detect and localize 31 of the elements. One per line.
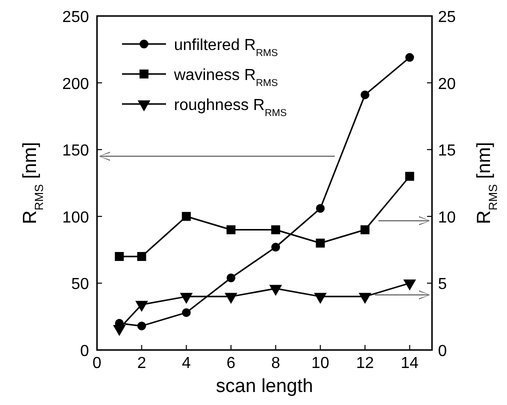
legend-label: unfiltered R$_{RMS}$ (174, 37, 278, 58)
y-tick-label: 0 (80, 343, 90, 360)
point (316, 204, 325, 213)
y2-tick-label: 5 (438, 276, 447, 294)
y-tick-label: 50 (71, 276, 90, 294)
y2-tick-label: 25 (438, 9, 456, 26)
x-tick-label: 14 (400, 355, 419, 372)
y2-tick-label: 20 (438, 76, 456, 93)
x-tick-label: 0 (92, 355, 102, 372)
point (271, 242, 280, 252)
x-tick-label: 8 (271, 355, 280, 372)
y-tick-label: 100 (62, 209, 90, 226)
x-axis-title: scan length (216, 376, 314, 397)
point (360, 90, 370, 100)
point (137, 322, 146, 330)
point (226, 273, 236, 282)
x-tick-label: 12 (356, 355, 374, 372)
y2-tick-label: 15 (438, 142, 456, 160)
y-tick-label: 200 (62, 76, 90, 93)
x-tick-label: 2 (137, 355, 146, 372)
point (182, 308, 191, 317)
x-tick-label: 10 (311, 355, 330, 372)
x-tick-label: 4 (182, 355, 191, 372)
point (405, 53, 414, 62)
legend-label: waviness R$_{RMS}$ (173, 67, 278, 88)
y-tick-label: 250 (62, 9, 90, 26)
legend-label: roughness R$_{RMS}$ (174, 97, 288, 118)
x-tick-label: 6 (226, 355, 236, 372)
y2-tick-label: 10 (438, 209, 456, 226)
y2-tick-label: 0 (438, 343, 447, 360)
y-tick-label: 150 (62, 142, 90, 160)
